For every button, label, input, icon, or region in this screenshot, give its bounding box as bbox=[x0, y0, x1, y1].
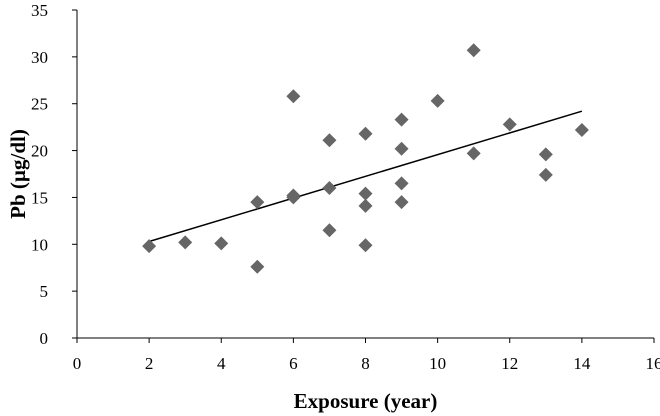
x-tick-label: 10 bbox=[429, 354, 446, 373]
data-point bbox=[394, 112, 409, 127]
data-point bbox=[466, 43, 481, 58]
data-point bbox=[466, 146, 481, 161]
x-ticks: 0 2 4 6 8 10 12 14 16 bbox=[73, 338, 660, 373]
data-point bbox=[394, 195, 409, 210]
y-tick-label: 35 bbox=[31, 1, 48, 20]
data-point bbox=[322, 181, 337, 196]
data-point bbox=[358, 238, 373, 253]
data-point bbox=[358, 198, 373, 213]
y-tick-label: 10 bbox=[31, 235, 48, 254]
x-tick-label: 4 bbox=[217, 354, 226, 373]
y-axis-title: Pb (µg/dl) bbox=[6, 129, 30, 219]
data-point bbox=[430, 93, 445, 108]
x-axis-title: Exposure (year) bbox=[294, 389, 438, 413]
data-point bbox=[286, 190, 301, 205]
axes bbox=[76, 10, 654, 339]
trendline bbox=[148, 110, 583, 243]
data-point bbox=[358, 126, 373, 141]
data-point bbox=[250, 259, 265, 274]
data-point bbox=[250, 195, 265, 210]
data-point bbox=[322, 133, 337, 148]
x-tick-label: 14 bbox=[573, 354, 591, 373]
x-tick-label: 8 bbox=[361, 354, 370, 373]
y-ticks: 0 5 10 15 20 25 30 35 bbox=[31, 1, 77, 348]
data-point bbox=[394, 141, 409, 156]
x-tick-label: 2 bbox=[145, 354, 154, 373]
y-tick-label: 25 bbox=[31, 95, 48, 114]
y-tick-label: 20 bbox=[31, 142, 48, 161]
data-point bbox=[178, 235, 193, 250]
data-point bbox=[538, 147, 553, 162]
data-point bbox=[394, 176, 409, 191]
y-tick-label: 0 bbox=[40, 329, 49, 348]
data-point bbox=[214, 236, 229, 251]
x-tick-label: 6 bbox=[289, 354, 298, 373]
x-tick-label: 16 bbox=[646, 354, 660, 373]
data-point bbox=[358, 186, 373, 201]
trendline-group bbox=[148, 110, 583, 243]
data-point bbox=[322, 223, 337, 238]
data-point bbox=[142, 239, 157, 254]
x-tick-label: 12 bbox=[501, 354, 518, 373]
data-point bbox=[538, 167, 553, 182]
data-point bbox=[286, 89, 301, 104]
x-tick-label: 0 bbox=[73, 354, 82, 373]
y-tick-label: 5 bbox=[40, 282, 49, 301]
y-tick-label: 15 bbox=[31, 188, 48, 207]
data-point bbox=[574, 122, 589, 137]
data-points bbox=[142, 43, 589, 274]
y-tick-label: 30 bbox=[31, 48, 48, 67]
data-point bbox=[502, 117, 517, 132]
